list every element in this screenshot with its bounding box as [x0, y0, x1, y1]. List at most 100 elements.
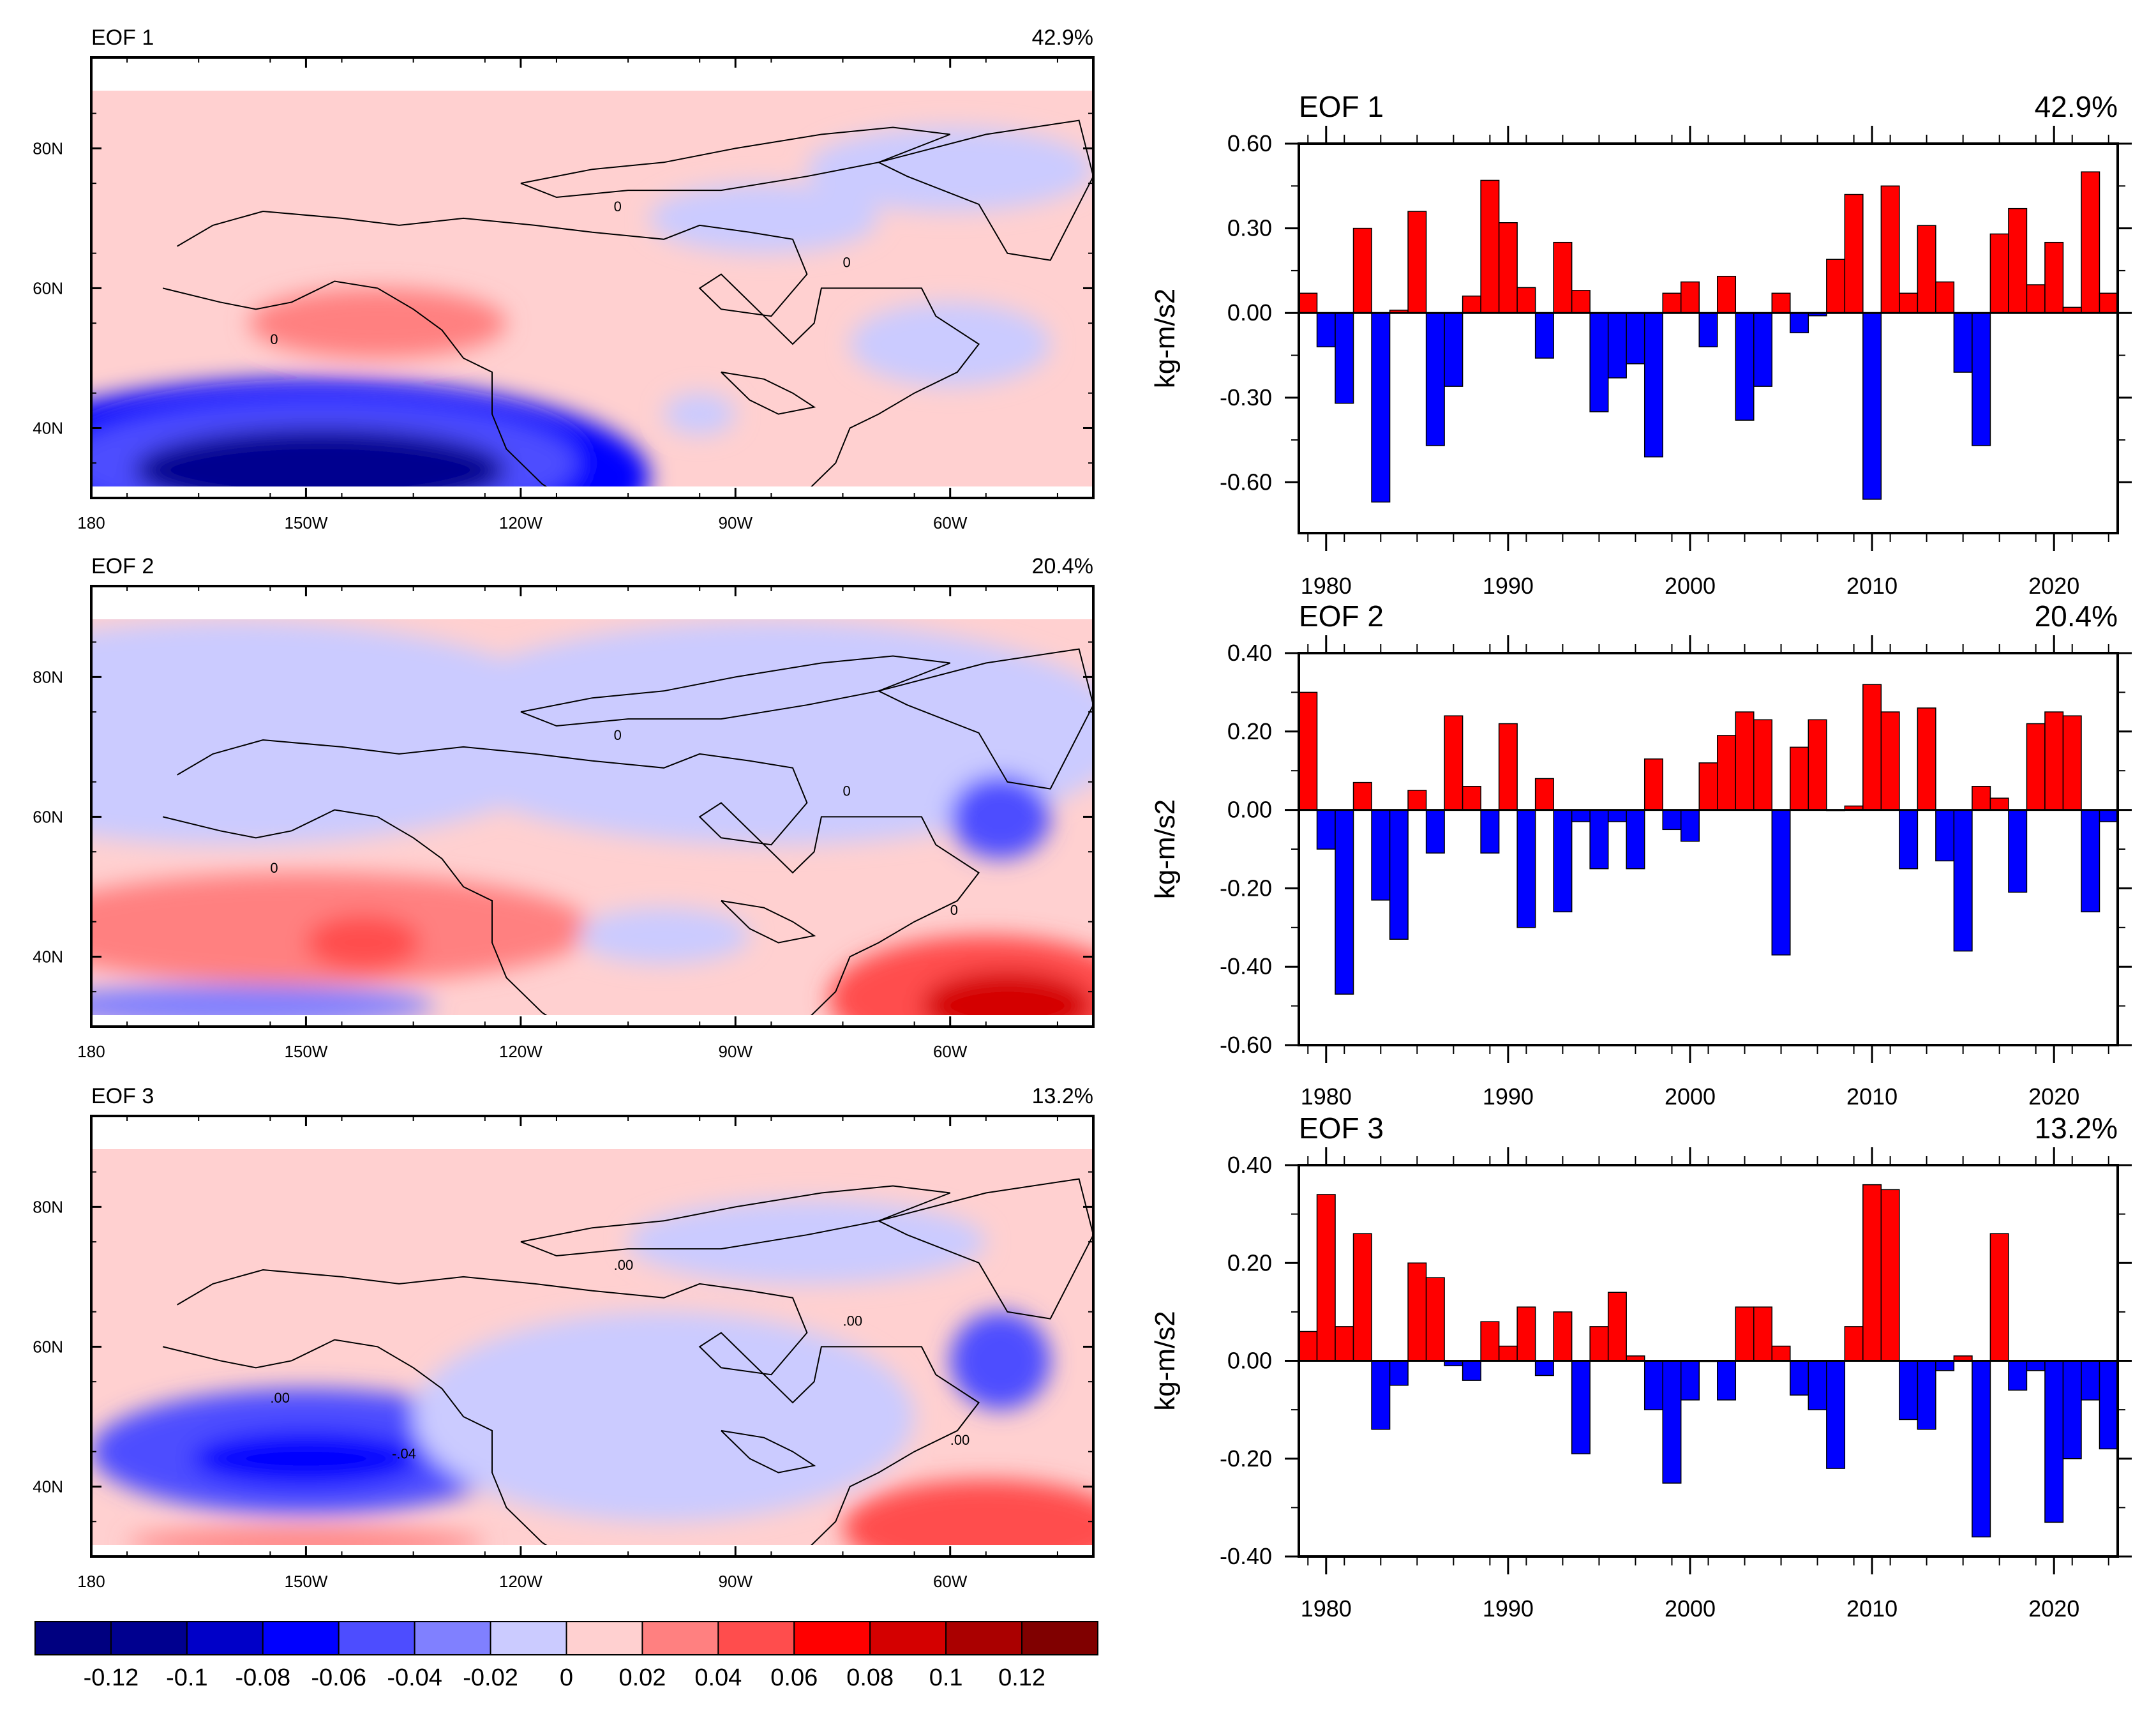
map-panel-3: .00 .00 .00 .00 -.04 EOF 3 13.2% 180 150W 120W 90W… [33, 1084, 1095, 1591]
bar-2007 [1808, 719, 1827, 811]
bar-2022 [2081, 1360, 2100, 1401]
map-variance: 20.4% [1032, 554, 1093, 578]
contour-label: 0 [270, 860, 278, 876]
x-tick-label: 1980 [1301, 1595, 1352, 1622]
lon-tick-label: 180 [77, 1042, 105, 1061]
lat-tick-label: 80N [33, 667, 63, 686]
colorbar-box [490, 1621, 567, 1655]
bar-2012 [1899, 809, 1919, 870]
lat-tick-label: 60N [33, 278, 63, 298]
bar-2010 [1862, 684, 1882, 811]
colorbar-box [945, 1621, 1023, 1655]
lat-tick-label: 80N [33, 139, 63, 158]
bar-2010 [1862, 312, 1882, 500]
bar-2011 [1880, 711, 1900, 811]
bar-1986 [1425, 1277, 1445, 1362]
map-variance: 42.9% [1032, 26, 1093, 50]
colorbar-box [717, 1621, 795, 1655]
bar-2020 [2044, 711, 2064, 811]
anomaly-region [950, 774, 1051, 859]
bar-2012 [1899, 292, 1919, 313]
bar-1991 [1516, 1306, 1536, 1362]
bar-2002 [1717, 1360, 1737, 1401]
bar-1987 [1444, 312, 1464, 387]
anomaly-region [248, 288, 507, 358]
contour-label: .00 [270, 1390, 290, 1406]
bar-2009 [1844, 1326, 1864, 1362]
lat-tick-label: 60N [33, 807, 63, 826]
lon-tick-label: 120W [499, 513, 543, 532]
anomaly-region [134, 428, 507, 486]
bar-2015 [1953, 809, 1973, 952]
lon-tick-label: 90W [719, 513, 753, 532]
anomaly-contours [91, 1200, 1093, 1545]
ts-chart-1: 0.60 0.30 0.00 -0.30 -0.60 1980 1990 2000 2010 20… [1149, 90, 2132, 599]
anomaly-region [127, 1528, 485, 1545]
bar-2017 [1989, 1233, 2009, 1362]
anomaly-region [842, 1479, 1093, 1545]
colorbar-label: -0.06 [311, 1664, 366, 1691]
chart-title: EOF 3 [1299, 1112, 1384, 1145]
bar-2018 [2008, 1360, 2028, 1391]
bar-2021 [2062, 715, 2082, 811]
bar-2004 [1753, 1306, 1773, 1362]
coastline-path [721, 1429, 816, 1474]
coastline-path [878, 648, 1093, 790]
y-tick-label: 0.30 [1227, 215, 1272, 241]
bar-2022 [2081, 171, 2100, 313]
bar-2003 [1735, 711, 1755, 811]
map-field [91, 619, 1093, 1015]
bar-1998 [1643, 758, 1663, 811]
y-tick-label: 0.60 [1227, 130, 1272, 156]
ts-chart-3: 0.40 0.20 0.00 -0.20 -0.40 1980 1990 2000 2010 20… [1149, 1112, 2132, 1622]
x-tick-label: 2000 [1665, 1083, 1716, 1110]
anomaly-region [306, 914, 421, 971]
bar-1994 [1571, 809, 1591, 822]
y-tick-label: 0.40 [1227, 1152, 1272, 1178]
colorbar-label: 0.04 [694, 1664, 742, 1691]
bar-1990 [1498, 1345, 1518, 1362]
lat-tick-label: 40N [33, 418, 63, 437]
contour-label: 0 [950, 902, 958, 918]
bar-1990 [1498, 222, 1518, 313]
chart-frame [1298, 652, 2119, 1046]
anomaly-contours [91, 127, 1093, 486]
coastline-path [162, 280, 548, 486]
bar-1984 [1389, 1360, 1409, 1386]
bar-2001 [1698, 312, 1718, 348]
y-tick-label: -0.20 [1220, 875, 1272, 901]
anomaly-region [850, 302, 1051, 386]
ts-chart-2: 0.40 0.20 0.00 -0.20 -0.40 -0.60 1980 1990 2000 2… [1149, 599, 2132, 1110]
colorbar-box [186, 1621, 264, 1655]
bar-2008 [1826, 1360, 1846, 1469]
bar-1982 [1352, 781, 1372, 811]
bar-2013 [1917, 225, 1936, 313]
bar-2000 [1680, 809, 1700, 842]
coastline-path [520, 1185, 951, 1257]
bar-2016 [1972, 1360, 1991, 1538]
bar-2005 [1771, 809, 1791, 956]
bar-1992 [1534, 1360, 1554, 1376]
y-tick-label: -0.30 [1220, 384, 1272, 411]
map-frame [90, 585, 1095, 1028]
bar-1993 [1553, 1311, 1573, 1362]
bar-2010 [1862, 1184, 1882, 1362]
x-tick-label: 2020 [2028, 1083, 2079, 1110]
bar-1980 [1316, 809, 1336, 850]
map-field [91, 1149, 1093, 1545]
contour-label: 0 [843, 783, 851, 799]
coastline-path [721, 900, 816, 944]
bar-2006 [1790, 746, 1809, 811]
bar-2005 [1771, 1345, 1791, 1362]
bar-1981 [1335, 312, 1354, 404]
lon-tick-label: 120W [499, 1572, 543, 1591]
bar-2016 [1972, 786, 1991, 811]
lon-tick-label: 150W [284, 513, 327, 532]
lon-tick-label: 60W [933, 513, 968, 532]
bar-1992 [1534, 312, 1554, 359]
bar-1989 [1480, 1321, 1500, 1362]
bar-1998 [1643, 312, 1663, 458]
bar-2011 [1880, 1189, 1900, 1362]
bar-1999 [1662, 1360, 1682, 1484]
